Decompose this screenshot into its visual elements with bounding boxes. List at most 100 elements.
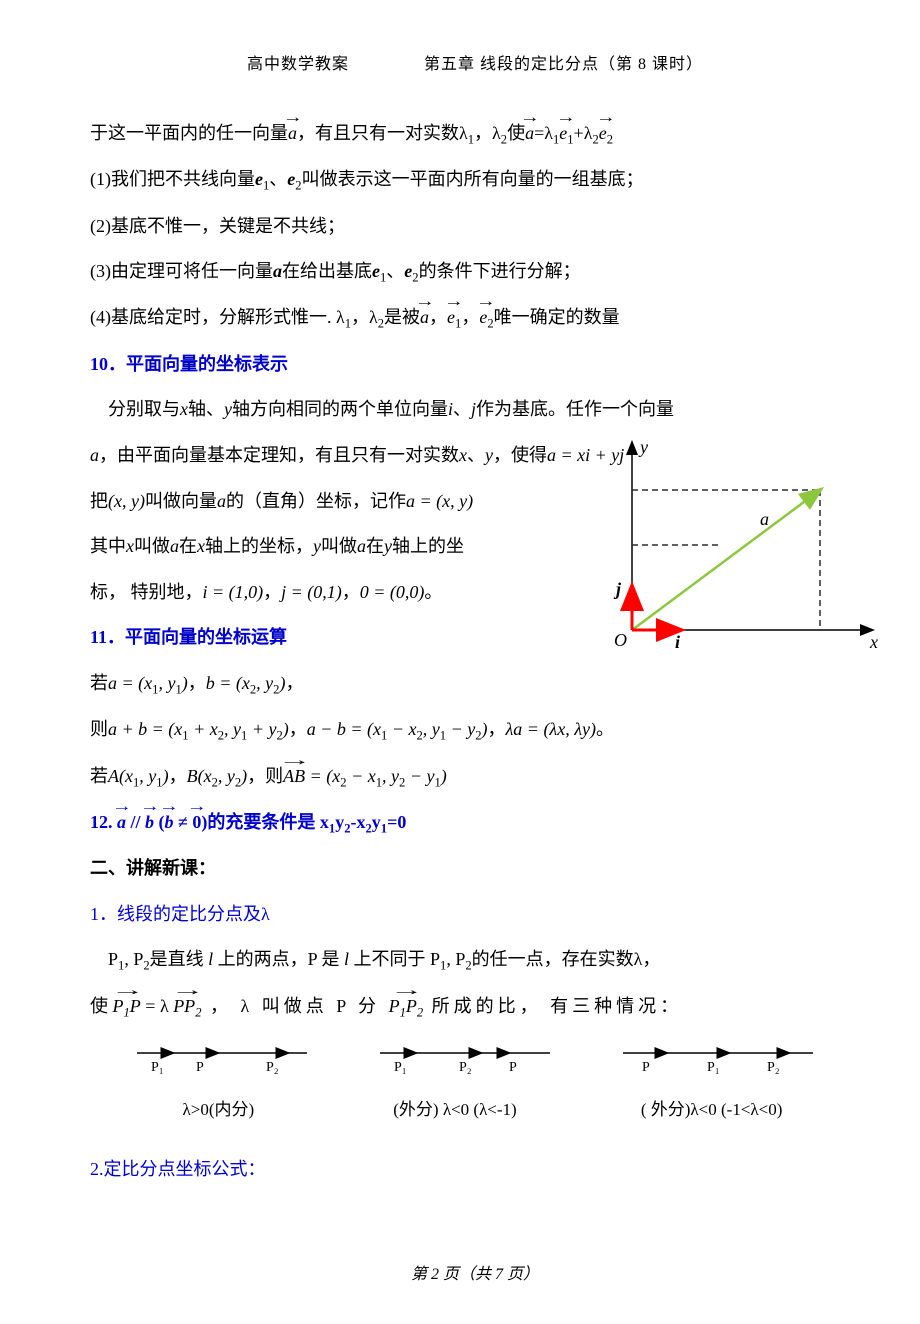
paragraph-11b: 则a + b = (x1 + x2, y1 + y2)，a − b = (x1 …	[90, 710, 860, 750]
var-a: a	[170, 536, 179, 556]
text: ，	[289, 719, 307, 739]
text: )的充要条件是 x	[201, 812, 329, 832]
text: 若	[90, 766, 108, 786]
text: 的条件下进行分解；	[419, 261, 581, 281]
var-e: e	[255, 169, 263, 189]
text: 叫做向量	[145, 491, 217, 511]
var-y: y	[224, 399, 232, 419]
sub: 1	[567, 133, 573, 147]
text: ，	[169, 766, 187, 786]
text: 则	[90, 719, 108, 739]
paragraph-10e: 标， 特别地，i = (1,0)，j = (0,1)，0 = (0,0)。	[90, 573, 610, 613]
svg-text:P: P	[196, 1060, 204, 1075]
paragraph-basis-2: (2)基底不惟一，关键是不共线；	[90, 207, 860, 247]
svg-text:P: P	[509, 1060, 517, 1075]
text: P	[113, 996, 124, 1016]
eq: A(x	[108, 766, 133, 786]
page-footer: 第 2 页（共 7 页）	[90, 1260, 860, 1284]
svg-text:P: P	[642, 1060, 650, 1075]
svg-text:P₂: P₂	[459, 1060, 472, 1075]
sub-section-1-title: 1．线段的定比分点及λ	[90, 895, 860, 935]
svg-text:P₁: P₁	[394, 1060, 407, 1075]
eq: , y	[158, 673, 175, 693]
var-a: a	[357, 536, 366, 556]
eq: a + b = (x	[108, 719, 182, 739]
eq: = λ	[141, 996, 173, 1016]
text: 的任一点，存在实数λ，	[472, 949, 661, 969]
paragraph-ratio-def: P1, P2是直线 l 上的两点，P 是 l 上不同于 P1, P2的任一点，存…	[90, 940, 860, 980]
vector-a: a	[420, 298, 429, 338]
text: 轴上的坐标，	[205, 536, 313, 556]
line-diagrams-labels: λ>0(内分) (外分) λ<0 (λ<-1) ( 外分)λ<0 (-1<λ<0…	[90, 1095, 860, 1120]
vector-b: b	[165, 803, 174, 843]
var: P	[108, 949, 118, 969]
footer-text: 页（共	[439, 1266, 495, 1283]
svg-text:P₂: P₂	[266, 1060, 279, 1075]
line-diagrams-row: P₁PP₂ P₁P₂P PP₁P₂	[90, 1039, 860, 1079]
equation-i: i = (1,0)	[203, 582, 264, 602]
eq: a − b = (x	[307, 719, 381, 739]
eq: + y	[247, 719, 276, 739]
text: e	[599, 123, 607, 143]
svg-text:P₁: P₁	[707, 1060, 720, 1075]
text: (1)我们把不共线向量	[90, 169, 255, 189]
text: ，	[263, 582, 281, 602]
section-2-title: 二、讲解新课：	[90, 849, 860, 889]
text: ，λ	[351, 307, 378, 327]
text: ，由平面向量基本定理知，有且只有一对实数	[99, 445, 459, 465]
text: 轴、	[188, 399, 224, 419]
text: P	[406, 996, 417, 1016]
header-right: 第五章 线段的定比分点（第 8 课时）	[424, 56, 703, 73]
eq: , y	[224, 719, 241, 739]
line-diagram-3: PP₁P₂	[618, 1039, 818, 1079]
coordinate-figure: yxaOij	[600, 435, 880, 670]
svg-text:x: x	[869, 632, 878, 652]
text: P	[130, 996, 141, 1016]
text: 分别取与	[108, 399, 180, 419]
text: 所成的比， 有三种情况：	[423, 996, 682, 1016]
text: ，	[488, 719, 506, 739]
eq: , y	[382, 766, 399, 786]
vector-e1: e1	[447, 298, 461, 338]
eq: + x	[189, 719, 218, 739]
text: y	[335, 812, 344, 832]
sep: 、	[386, 261, 404, 281]
text: e	[447, 307, 455, 327]
text: 唯一确定的数量	[494, 307, 620, 327]
svg-text:a: a	[760, 509, 769, 529]
footer-text: 页）	[503, 1266, 539, 1283]
text: -x	[351, 812, 366, 832]
paragraph-basis-4: (4)基底给定时，分解形式惟一. λ1，λ2是被a，e1，e2唯一确定的数量	[90, 298, 860, 338]
var-l: l	[339, 949, 353, 969]
footer-text: 第	[411, 1266, 431, 1283]
vector-a: a	[117, 803, 126, 843]
text: ，有且只有一对实数λ	[297, 123, 468, 143]
var-x: x	[180, 399, 188, 419]
label-1: λ>0(内分)	[128, 1095, 308, 1120]
var-a: a	[217, 491, 226, 511]
text: 上的两点，P 是	[218, 949, 340, 969]
text: =0	[387, 812, 406, 832]
text: 叫做	[134, 536, 170, 556]
label-2: (外分) λ<0 (λ<-1)	[365, 1095, 545, 1120]
sub: 2	[487, 317, 493, 331]
text: 在给出基底	[282, 261, 372, 281]
text: 是直线	[150, 949, 204, 969]
text: 叫做	[321, 536, 357, 556]
text: PP	[173, 996, 195, 1016]
text: 在	[366, 536, 384, 556]
var-a: a	[273, 261, 282, 281]
vector-e1: e1	[559, 114, 573, 154]
vector-0: 0	[192, 803, 201, 843]
text: 上不同于 P	[354, 949, 441, 969]
equation-j: j = (0,1)	[281, 582, 342, 602]
var-l: l	[204, 949, 218, 969]
eq: − x	[347, 766, 376, 786]
paragraph-basis-3: (3)由定理可将任一向量a在给出基底e1、e2的条件下进行分解；	[90, 252, 860, 292]
eq: , y	[256, 673, 273, 693]
label-3: ( 外分)λ<0 (-1<λ<0)	[602, 1095, 822, 1120]
eq: , y	[139, 766, 156, 786]
sub: 1	[455, 317, 461, 331]
text: ，	[342, 582, 360, 602]
footer-total: 7	[495, 1266, 503, 1283]
